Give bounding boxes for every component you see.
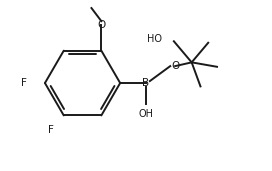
Text: F: F [48, 125, 54, 135]
Text: HO: HO [147, 34, 162, 44]
Text: O: O [171, 61, 180, 71]
Text: F: F [21, 78, 27, 88]
Text: B: B [142, 78, 149, 88]
Text: OH: OH [138, 109, 153, 119]
Text: O: O [97, 20, 106, 30]
